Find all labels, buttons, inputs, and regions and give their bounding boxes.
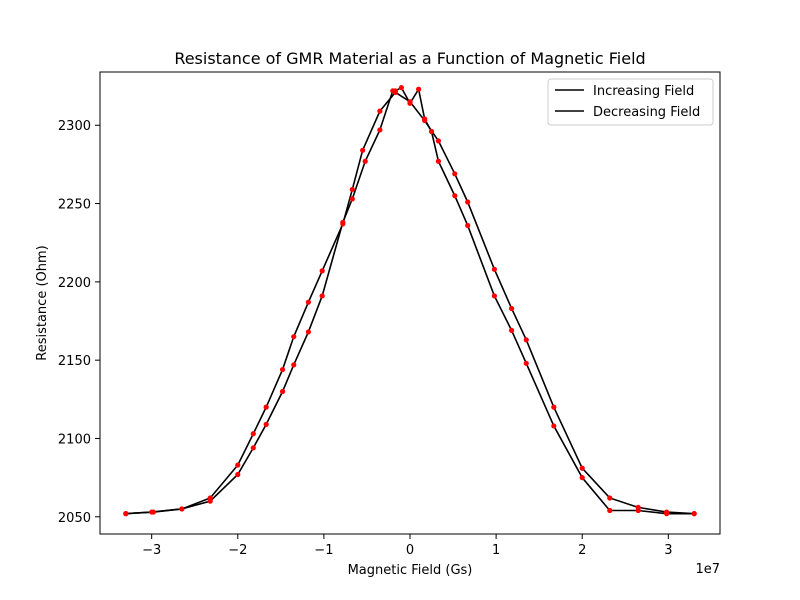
legend-label-decreasing: Decreasing Field [593, 105, 700, 120]
data-point-decreasing-field [635, 507, 641, 514]
data-point-increasing-field [360, 147, 366, 153]
data-point-decreasing-field [422, 116, 428, 122]
data-point-decreasing-field [428, 128, 435, 135]
y-tick-label: 2300 [58, 119, 91, 134]
data-point-increasing-field [349, 186, 355, 193]
data-point-increasing-field [509, 305, 515, 312]
data-point-increasing-field [435, 138, 442, 144]
data-point-decreasing-field [179, 506, 185, 512]
plot-area [99, 71, 721, 535]
x-axis-offset-label: 1e7 [695, 562, 720, 577]
data-point-increasing-field [250, 431, 256, 437]
data-point-decreasing-field [390, 88, 396, 94]
data-point-decreasing-field [319, 293, 325, 299]
data-point-decreasing-field [398, 85, 404, 91]
data-point-increasing-field [452, 171, 458, 177]
data-point-decreasing-field [263, 421, 269, 427]
y-tick-label: 2050 [58, 511, 91, 526]
data-point-decreasing-field [579, 475, 585, 481]
y-axis-title: Resistance (Ohm) [35, 245, 50, 360]
x-tick-label: −3 [142, 543, 161, 558]
data-point-decreasing-field [435, 158, 442, 164]
data-point-decreasing-field [523, 360, 529, 366]
data-point-decreasing-field [207, 498, 213, 504]
data-point-decreasing-field [291, 362, 297, 368]
data-point-decreasing-field [452, 193, 458, 199]
data-point-increasing-field [263, 404, 269, 410]
data-point-decreasing-field [407, 100, 413, 106]
data-point-increasing-field [235, 462, 241, 468]
data-point-increasing-field [551, 404, 557, 410]
series-layer [123, 85, 697, 517]
data-point-decreasing-field [150, 509, 156, 515]
data-point-increasing-field [607, 495, 613, 501]
data-point-decreasing-field [691, 511, 697, 517]
data-point-decreasing-field [465, 222, 471, 229]
data-point-increasing-field [377, 108, 383, 114]
x-tick-label: 0 [406, 543, 414, 558]
legend-label-increasing: Increasing Field [593, 84, 694, 99]
y-tick-label: 2250 [58, 198, 91, 213]
x-tick-label: 1 [492, 543, 500, 558]
x-tick-label: 2 [578, 543, 586, 558]
series-line-increasing-field [125, 91, 695, 515]
x-tick-label: 3 [664, 543, 672, 558]
data-point-decreasing-field [509, 327, 515, 334]
data-point-decreasing-field [377, 127, 383, 133]
x-axis: −3 −2 −1 0 1 2 3 [142, 534, 672, 558]
series-line-decreasing-field [125, 86, 695, 515]
data-point-decreasing-field [279, 388, 286, 395]
x-tick-label: −2 [228, 543, 247, 558]
legend: Increasing Field Decreasing Field [547, 78, 714, 126]
data-point-decreasing-field [664, 511, 670, 517]
data-point-decreasing-field [250, 445, 256, 451]
x-tick-label: −1 [314, 543, 333, 558]
data-point-decreasing-field [123, 511, 129, 517]
data-point-increasing-field [579, 465, 585, 471]
data-point-increasing-field [291, 334, 297, 340]
data-point-increasing-field [279, 366, 286, 373]
y-tick-label: 2200 [58, 276, 91, 291]
data-point-increasing-field [465, 199, 471, 205]
data-point-decreasing-field [340, 219, 346, 225]
y-tick-label: 2150 [58, 354, 91, 369]
data-point-decreasing-field [235, 471, 241, 478]
data-point-increasing-field [305, 299, 311, 305]
y-axis: 2050 2100 2150 2200 2250 2300 [58, 119, 100, 526]
chart-title: Resistance of GMR Material as a Function… [174, 49, 645, 68]
x-axis-title: Magnetic Field (Gs) [348, 563, 473, 578]
data-point-decreasing-field [607, 507, 613, 514]
legend-box [547, 78, 714, 126]
y-tick-label: 2100 [58, 432, 91, 447]
data-point-increasing-field [491, 266, 497, 272]
data-point-decreasing-field [362, 158, 368, 164]
data-point-decreasing-field [491, 293, 497, 299]
data-point-decreasing-field [416, 86, 422, 92]
data-point-decreasing-field [551, 423, 557, 429]
data-point-decreasing-field [349, 196, 355, 202]
data-point-decreasing-field [305, 329, 311, 335]
data-point-increasing-field [319, 268, 325, 274]
data-point-increasing-field [523, 337, 529, 343]
